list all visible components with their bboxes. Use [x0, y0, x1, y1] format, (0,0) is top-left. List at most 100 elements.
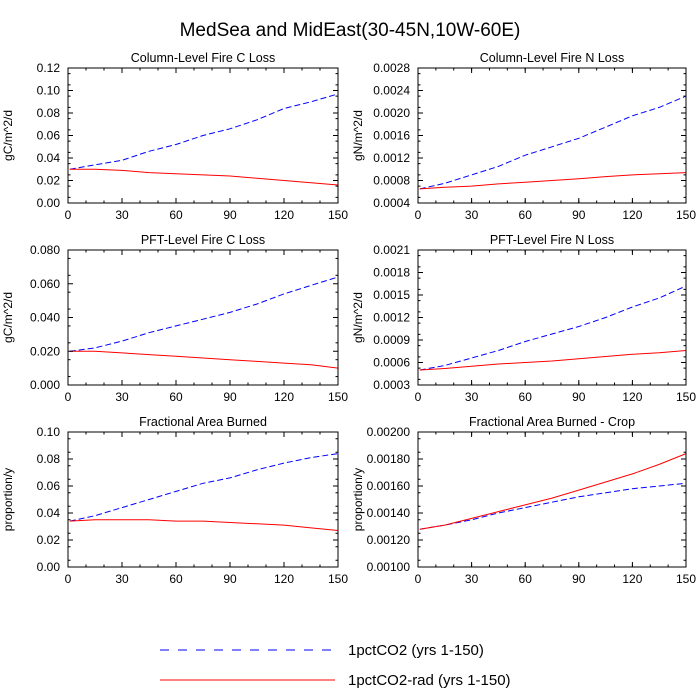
- y-tick-label: 0.02: [37, 174, 61, 188]
- series-group: [419, 285, 687, 371]
- y-tick-label: 0.02: [37, 533, 61, 547]
- x-tick-label: 30: [115, 208, 129, 222]
- series-group: [69, 93, 339, 186]
- x-tick-label: 0: [65, 572, 72, 586]
- x-tick-label: 120: [622, 390, 642, 404]
- y-tick-label: 0.00100: [367, 560, 411, 574]
- y-axis-label: proportion/y: [1, 468, 15, 531]
- panel-title: PFT-Level Fire N Loss: [490, 233, 614, 247]
- x-tick-label: 60: [519, 208, 533, 222]
- x-tick-label: 60: [169, 208, 183, 222]
- x-tick-label: 0: [65, 208, 72, 222]
- x-tick-label: 0: [415, 208, 422, 222]
- y-tick-label: 0.060: [30, 277, 60, 291]
- y-tick-label: 0.0012: [373, 151, 410, 165]
- series-line-dashed: [419, 95, 687, 190]
- series-line-solid: [69, 350, 339, 369]
- y-tick-label: 0.0015: [373, 288, 410, 302]
- legend: 1pctCO2 (yrs 1-150) 1pctCO2-rad (yrs 1-15…: [160, 642, 511, 689]
- series-line-dashed: [419, 482, 687, 530]
- x-tick-label: 120: [622, 208, 642, 222]
- x-tick-label: 30: [465, 572, 479, 586]
- x-tick-label: 60: [169, 572, 183, 586]
- y-tick-label: 0.04: [37, 506, 61, 520]
- series-line-solid: [419, 350, 687, 371]
- y-tick-label: 0.04: [37, 151, 61, 165]
- y-tick-label: 0.00140: [367, 506, 411, 520]
- y-tick-label: 0.00: [37, 196, 61, 210]
- y-tick-label: 0.0006: [373, 356, 410, 370]
- y-tick-label: 0.00200: [367, 425, 411, 439]
- y-tick-label: 0.0009: [373, 333, 410, 347]
- x-tick-label: 150: [676, 390, 696, 404]
- y-tick-label: 0.080: [30, 243, 60, 257]
- panel-title: PFT-Level Fire C Loss: [141, 233, 265, 247]
- series-line-dashed: [69, 93, 339, 170]
- series-line-solid: [419, 453, 687, 530]
- y-axis-label: gC/m^2/d: [1, 110, 15, 161]
- series-group: [69, 276, 339, 369]
- y-tick-label: 0.0028: [373, 61, 410, 75]
- plot-frame: [417, 67, 687, 204]
- series-group: [419, 95, 687, 190]
- x-tick-label: 60: [519, 390, 533, 404]
- x-tick-label: 0: [415, 390, 422, 404]
- chart-panel: 0 30 60 90 120 150 0.00 0.02 0.04 0.06 0.08 0.10 Fra…: [1, 415, 348, 586]
- y-axis-label: gN/m^2/d: [351, 110, 365, 161]
- x-tick-label: 90: [223, 390, 237, 404]
- y-tick-label: 0.020: [30, 344, 60, 358]
- y-axis-label: gN/m^2/d: [351, 292, 365, 343]
- x-tick-label: 90: [223, 208, 237, 222]
- plot-frame: [67, 431, 339, 568]
- x-tick-label: 150: [328, 572, 348, 586]
- x-tick-label: 30: [115, 572, 129, 586]
- y-tick-label: 0.0004: [373, 196, 410, 210]
- x-tick-label: 90: [572, 572, 586, 586]
- y-tick-label: 0.0024: [373, 84, 410, 98]
- chart-panel: 0 30 60 90 120 150 0.0003 0.0006 0.0009 0.0012 0.0…: [351, 233, 696, 404]
- series-line-solid: [69, 168, 339, 186]
- y-tick-label: 0.0018: [373, 266, 410, 280]
- y-tick-label: 0.0012: [373, 311, 410, 325]
- x-tick-label: 90: [223, 572, 237, 586]
- y-tick-label: 0.00180: [367, 452, 411, 466]
- series-line-dashed: [69, 276, 339, 352]
- plot-frame: [417, 431, 687, 568]
- series-line-dashed: [419, 285, 687, 371]
- y-tick-label: 0.0003: [373, 378, 410, 392]
- chart-panel: 0 30 60 90 120 150 0.000 0.020 0.040 0.060 0.080 PF…: [1, 233, 348, 404]
- x-tick-label: 150: [676, 572, 696, 586]
- series-group: [69, 453, 339, 531]
- x-tick-label: 150: [328, 390, 348, 404]
- x-tick-label: 30: [465, 208, 479, 222]
- y-tick-label: 0.040: [30, 311, 60, 325]
- y-tick-label: 0.00160: [367, 479, 411, 493]
- x-tick-label: 30: [115, 390, 129, 404]
- figure-title: MedSea and MidEast(30-45N,10W-60E): [180, 20, 521, 41]
- x-tick-label: 120: [274, 572, 294, 586]
- y-tick-label: 0.00120: [367, 533, 411, 547]
- x-tick-label: 150: [328, 208, 348, 222]
- x-tick-label: 0: [65, 390, 72, 404]
- y-tick-label: 0.0008: [373, 174, 410, 188]
- x-tick-label: 120: [274, 390, 294, 404]
- x-tick-label: 60: [169, 390, 183, 404]
- x-tick-label: 90: [572, 208, 586, 222]
- y-axis-label: gC/m^2/d: [1, 292, 15, 343]
- plot-frame: [67, 249, 339, 386]
- panel-title: Fractional Area Burned: [139, 415, 267, 429]
- panel-title: Column-Level Fire C Loss: [131, 51, 276, 65]
- y-tick-label: 0.0016: [373, 129, 410, 143]
- x-tick-label: 30: [465, 390, 479, 404]
- x-tick-label: 60: [519, 572, 533, 586]
- y-tick-label: 0.000: [30, 378, 60, 392]
- y-tick-label: 0.0020: [373, 106, 410, 120]
- chart-panel: 0 30 60 90 120 150 0.00100 0.00120 0.00140 0.0016…: [351, 415, 696, 586]
- x-tick-label: 120: [274, 208, 294, 222]
- y-tick-label: 0.0021: [373, 243, 410, 257]
- chart-panel: 0 30 60 90 120 150 0.00 0.02 0.04 0.06 0.08 0.10 0.1…: [1, 51, 348, 222]
- panel-title: Column-Level Fire N Loss: [480, 51, 625, 65]
- chart-panels: 0 30 60 90 120 150 0.00 0.02 0.04 0.06 0.08 0.10 0.1…: [1, 51, 696, 586]
- series-group: [419, 453, 687, 530]
